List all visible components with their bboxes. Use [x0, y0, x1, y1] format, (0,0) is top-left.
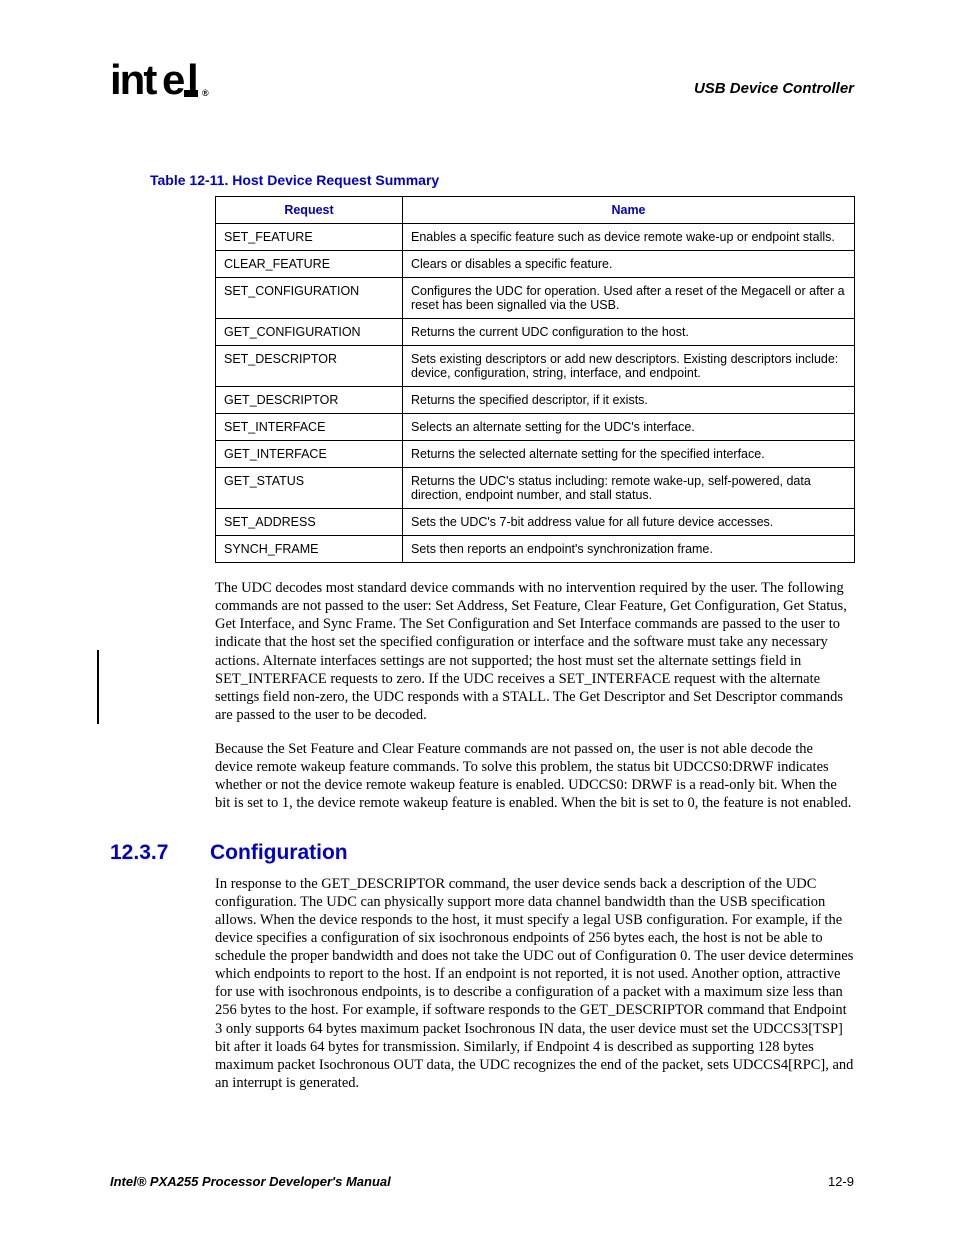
footer-page-number: 12-9 — [828, 1174, 854, 1189]
name-cell: Selects an alternate setting for the UDC… — [403, 414, 855, 441]
name-cell: Sets existing descriptors or add new des… — [403, 346, 855, 387]
page-header: int e l ® USB Device Controller — [110, 60, 854, 112]
name-cell: Configures the UDC for operation. Used a… — [403, 278, 855, 319]
name-cell: Clears or disables a specific feature. — [403, 251, 855, 278]
footer-manual-title: Intel® PXA255 Processor Developer's Manu… — [110, 1174, 391, 1189]
request-cell: GET_INTERFACE — [216, 441, 403, 468]
section-title: Configuration — [210, 841, 348, 864]
table-row: GET_INTERFACEReturns the selected altern… — [216, 441, 855, 468]
name-cell: Enables a specific feature such as devic… — [403, 224, 855, 251]
table-row: SET_DESCRIPTORSets existing descriptors … — [216, 346, 855, 387]
table-header-name: Name — [403, 197, 855, 224]
request-cell: GET_CONFIGURATION — [216, 319, 403, 346]
table-row: SYNCH_FRAMESets then reports an endpoint… — [216, 536, 855, 563]
request-cell: GET_STATUS — [216, 468, 403, 509]
intel-logo: int e l ® — [110, 60, 220, 112]
svg-text:e: e — [162, 60, 184, 103]
svg-text:®: ® — [202, 88, 209, 98]
change-bar — [97, 650, 99, 724]
paragraph-2: Because the Set Feature and Clear Featur… — [215, 740, 854, 813]
table-row: GET_CONFIGURATIONReturns the current UDC… — [216, 319, 855, 346]
chapter-title: USB Device Controller — [694, 80, 854, 97]
section-heading: 12.3.7Configuration — [110, 841, 854, 865]
table-caption: Table 12-11. Host Device Request Summary — [150, 172, 854, 188]
page-footer: Intel® PXA255 Processor Developer's Manu… — [110, 1174, 854, 1189]
table-row: SET_INTERFACESelects an alternate settin… — [216, 414, 855, 441]
table-row: SET_FEATUREEnables a specific feature su… — [216, 224, 855, 251]
name-cell: Returns the specified descriptor, if it … — [403, 387, 855, 414]
request-cell: SET_ADDRESS — [216, 509, 403, 536]
page: int e l ® USB Device Controller Table 12… — [0, 0, 954, 1235]
request-cell: SET_FEATURE — [216, 224, 403, 251]
name-cell: Returns the selected alternate setting f… — [403, 441, 855, 468]
request-summary-table: Request Name SET_FEATUREEnables a specif… — [215, 196, 855, 563]
request-cell: GET_DESCRIPTOR — [216, 387, 403, 414]
name-cell: Returns the current UDC configuration to… — [403, 319, 855, 346]
request-cell: SET_CONFIGURATION — [216, 278, 403, 319]
name-cell: Returns the UDC's status including: remo… — [403, 468, 855, 509]
name-cell: Sets the UDC's 7-bit address value for a… — [403, 509, 855, 536]
name-cell: Sets then reports an endpoint's synchron… — [403, 536, 855, 563]
table-row: CLEAR_FEATUREClears or disables a specif… — [216, 251, 855, 278]
table-row: SET_ADDRESSSets the UDC's 7-bit address … — [216, 509, 855, 536]
request-cell: CLEAR_FEATURE — [216, 251, 403, 278]
table-header-request: Request — [216, 197, 403, 224]
request-cell: SET_DESCRIPTOR — [216, 346, 403, 387]
paragraph-1: The UDC decodes most standard device com… — [215, 579, 854, 724]
table-row: GET_STATUSReturns the UDC's status inclu… — [216, 468, 855, 509]
section-body: In response to the GET_DESCRIPTOR comman… — [215, 875, 854, 1093]
table-row: SET_CONFIGURATIONConfigures the UDC for … — [216, 278, 855, 319]
table-row: GET_DESCRIPTORReturns the specified desc… — [216, 387, 855, 414]
svg-text:int: int — [110, 60, 157, 103]
section-number: 12.3.7 — [110, 841, 210, 865]
request-cell: SYNCH_FRAME — [216, 536, 403, 563]
request-cell: SET_INTERFACE — [216, 414, 403, 441]
